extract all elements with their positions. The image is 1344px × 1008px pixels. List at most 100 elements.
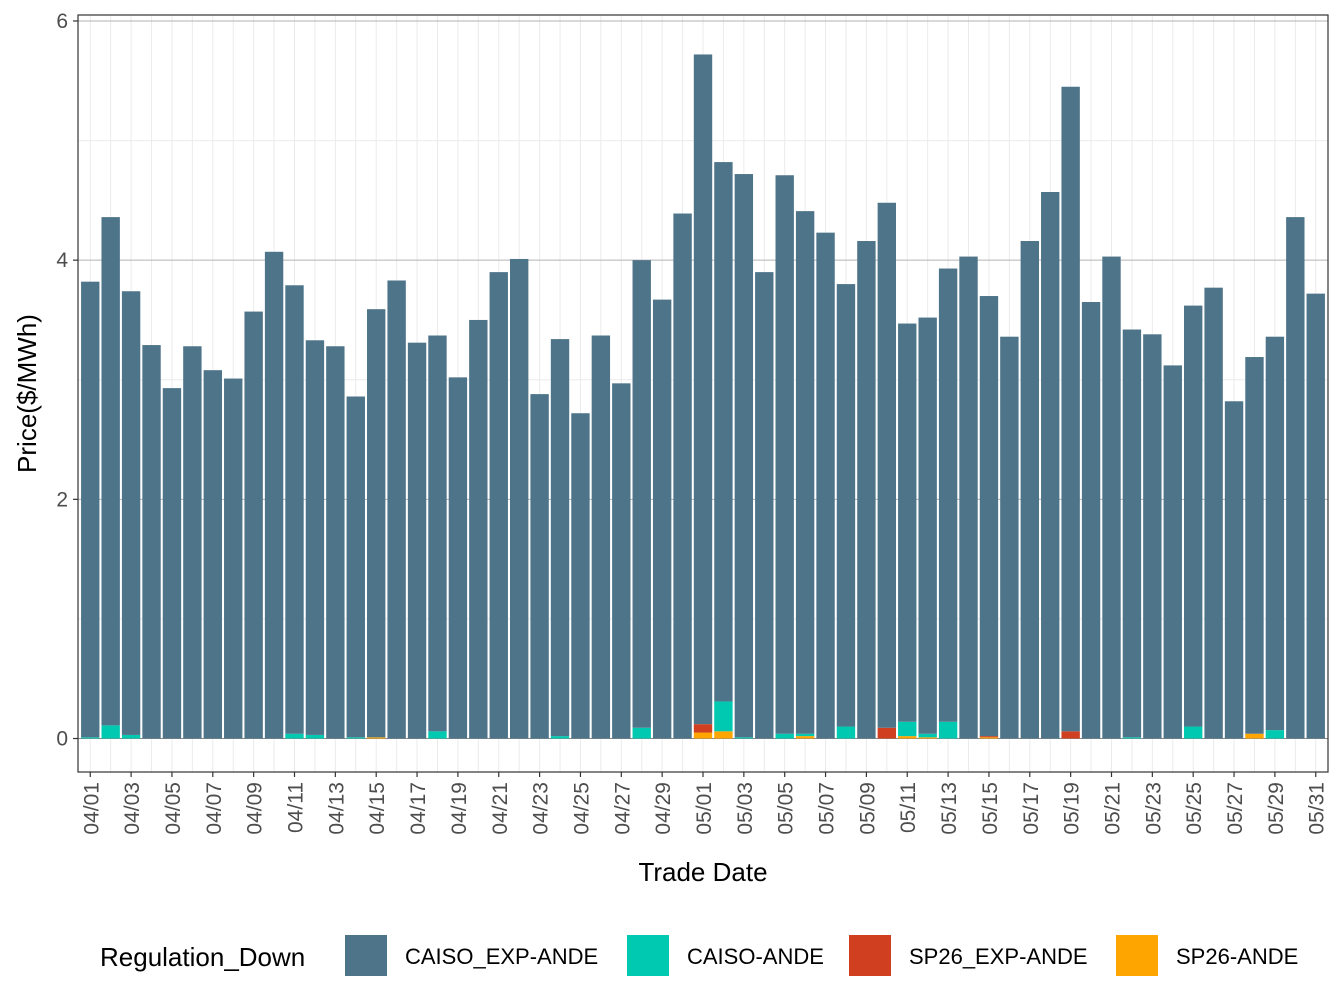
bar-sp26-exp-ande-05-10 xyxy=(877,727,897,739)
bar-caiso-exp-ande-04-24 xyxy=(550,339,570,737)
bar-sp26-ande-05-02 xyxy=(714,731,733,739)
axes: 0 2 4 6 04/01 04/03 04/05 04/07 04/09 04/11 04/13 0… xyxy=(56,10,1328,835)
x-tick-label: 04/27 xyxy=(611,782,634,835)
legend-label-sp26-exp-ande: SP26_EXP-ANDE xyxy=(909,944,1088,969)
legend: Regulation_Down CAISO_EXP-ANDE CAISO-ANDE… xyxy=(100,935,1298,976)
bar-caiso-exp-ande-05-28 xyxy=(1245,357,1264,734)
x-tick-label: 04/11 xyxy=(285,782,308,833)
x-tick-label: 05/05 xyxy=(775,782,798,835)
bar-caiso-exp-ande-04-06 xyxy=(183,346,202,739)
bar-caiso-exp-ande-04-11 xyxy=(285,285,304,734)
x-tick-label: 04/09 xyxy=(244,782,267,835)
bar-caiso-exp-ande-05-07 xyxy=(816,232,835,739)
bar-sp26-exp-ande-05-01 xyxy=(693,724,713,733)
bar-caiso-exp-ande-04-22 xyxy=(509,258,529,739)
bar-sp26-ande-05-15 xyxy=(979,737,999,739)
bar-caiso-exp-ande-04-26 xyxy=(591,335,611,739)
x-tick-label: 05/01 xyxy=(693,782,716,835)
legend-label-caiso-exp-ande: CAISO_EXP-ANDE xyxy=(405,944,598,969)
x-tick-label: 05/29 xyxy=(1265,782,1288,835)
bar-caiso-exp-ande-04-23 xyxy=(530,394,549,739)
bar-caiso-exp-ande-04-25 xyxy=(571,413,590,739)
x-tick-label: 04/25 xyxy=(570,782,593,835)
bar-caiso-exp-ande-05-30 xyxy=(1286,217,1305,739)
bar-caiso-exp-ande-05-09 xyxy=(857,241,876,739)
bar-caiso-ande-05-29 xyxy=(1265,730,1285,739)
bar-caiso-ande-05-02 xyxy=(714,701,733,732)
bar-caiso-exp-ande-04-03 xyxy=(121,291,141,735)
x-tick-label: 05/11 xyxy=(897,782,920,833)
legend-key-sp26-ande xyxy=(1116,935,1158,976)
x-tick-label: 04/13 xyxy=(325,782,348,835)
y-tick-label: 0 xyxy=(56,728,68,751)
legend-key-caiso-ande xyxy=(627,935,669,976)
x-tick-label: 05/21 xyxy=(1101,782,1124,835)
bars xyxy=(81,54,1325,739)
y-axis-title: Price($/MWh) xyxy=(12,314,42,473)
bar-caiso-ande-05-25 xyxy=(1184,726,1203,739)
bar-caiso-ande-04-18 xyxy=(428,731,447,739)
x-tick-label: 05/27 xyxy=(1224,782,1247,835)
bar-sp26-ande-05-01 xyxy=(693,732,713,739)
bar-caiso-exp-ande-05-27 xyxy=(1224,401,1244,739)
bar-caiso-exp-ande-05-04 xyxy=(755,272,774,739)
bar-caiso-exp-ande-04-21 xyxy=(489,272,508,739)
bar-caiso-exp-ande-05-06 xyxy=(795,211,815,734)
bar-caiso-exp-ande-04-15 xyxy=(367,309,386,738)
bar-caiso-exp-ande-05-29 xyxy=(1265,336,1285,731)
bar-caiso-exp-ande-04-20 xyxy=(469,319,488,739)
bar-caiso-exp-ande-05-20 xyxy=(1081,302,1101,739)
bar-caiso-exp-ande-04-04 xyxy=(142,345,161,739)
bar-caiso-exp-ande-04-09 xyxy=(244,311,263,739)
x-tick-label: 04/23 xyxy=(530,782,553,835)
bar-caiso-exp-ande-04-14 xyxy=(346,396,365,738)
bar-caiso-exp-ande-05-21 xyxy=(1102,256,1121,739)
legend-title: Regulation_Down xyxy=(100,942,305,972)
bar-sp26-ande-05-28 xyxy=(1245,733,1264,739)
bar-caiso-exp-ande-04-01 xyxy=(81,281,100,738)
bar-caiso-exp-ande-04-07 xyxy=(203,370,222,739)
bar-caiso-exp-ande-05-12 xyxy=(918,317,937,734)
x-tick-label: 04/03 xyxy=(121,782,144,835)
x-tick-label: 05/07 xyxy=(816,782,839,835)
x-tick-label: 05/17 xyxy=(1020,782,1043,835)
bar-caiso-exp-ande-04-29 xyxy=(652,299,672,739)
bar-caiso-ande-04-11 xyxy=(285,733,304,739)
bar-caiso-exp-ande-04-08 xyxy=(224,378,243,739)
bar-caiso-ande-05-05 xyxy=(775,733,794,739)
x-tick-label: 05/19 xyxy=(1061,782,1084,835)
bar-caiso-ande-05-06 xyxy=(795,733,815,737)
bar-sp26-ande-05-11 xyxy=(898,736,917,739)
bar-caiso-exp-ande-05-14 xyxy=(959,256,978,739)
bar-caiso-exp-ande-04-27 xyxy=(612,383,631,739)
bar-sp26-ande-05-12 xyxy=(918,737,937,739)
bar-caiso-ande-05-12 xyxy=(918,733,937,738)
bar-caiso-exp-ande-05-23 xyxy=(1143,334,1162,739)
bar-caiso-ande-04-02 xyxy=(101,725,120,739)
bar-caiso-exp-ande-04-13 xyxy=(326,346,345,739)
x-tick-label: 05/09 xyxy=(856,782,879,835)
y-tick-label: 4 xyxy=(56,249,68,272)
x-tick-label: 05/23 xyxy=(1142,782,1165,835)
bar-caiso-ande-04-24 xyxy=(550,736,570,739)
x-tick-label: 04/05 xyxy=(162,782,185,835)
bar-caiso-exp-ande-05-03 xyxy=(734,174,754,738)
bar-caiso-ande-05-11 xyxy=(898,721,917,737)
bar-caiso-ande-04-03 xyxy=(121,734,141,739)
bar-caiso-exp-ande-05-17 xyxy=(1020,241,1039,739)
legend-label-caiso-ande: CAISO-ANDE xyxy=(687,944,824,969)
bar-caiso-exp-ande-05-26 xyxy=(1204,287,1223,739)
bar-caiso-exp-ande-05-08 xyxy=(836,284,856,727)
bar-caiso-exp-ande-04-19 xyxy=(448,377,468,739)
x-tick-label: 04/29 xyxy=(652,782,675,835)
bar-caiso-exp-ande-05-24 xyxy=(1163,365,1182,739)
bar-caiso-exp-ande-04-10 xyxy=(264,251,284,739)
bar-caiso-ande-05-08 xyxy=(836,726,856,739)
bar-caiso-ande-05-03 xyxy=(734,737,754,739)
bar-caiso-exp-ande-05-02 xyxy=(714,162,733,702)
bar-caiso-exp-ande-05-31 xyxy=(1306,293,1325,739)
bar-caiso-exp-ande-05-19 xyxy=(1061,86,1080,732)
x-tick-label: 05/13 xyxy=(938,782,961,835)
bar-caiso-exp-ande-04-18 xyxy=(428,335,447,732)
